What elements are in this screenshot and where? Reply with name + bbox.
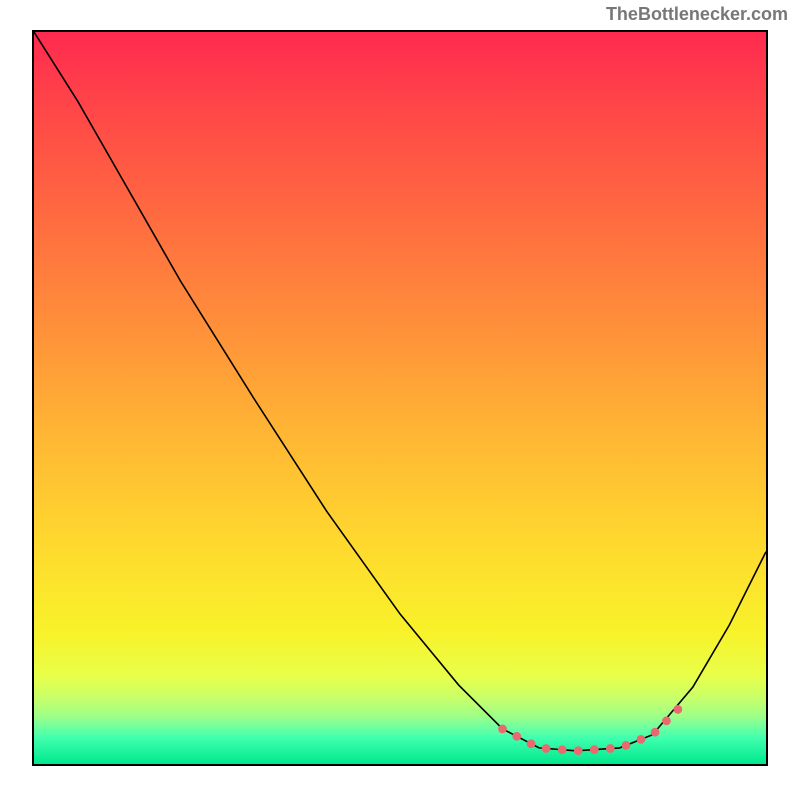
optimal-zone-highlight	[502, 709, 678, 751]
bottleneck-chart	[32, 30, 768, 766]
plot-svg	[34, 32, 766, 764]
attribution-text: TheBottlenecker.com	[606, 4, 788, 25]
bottleneck-curve	[34, 32, 766, 751]
